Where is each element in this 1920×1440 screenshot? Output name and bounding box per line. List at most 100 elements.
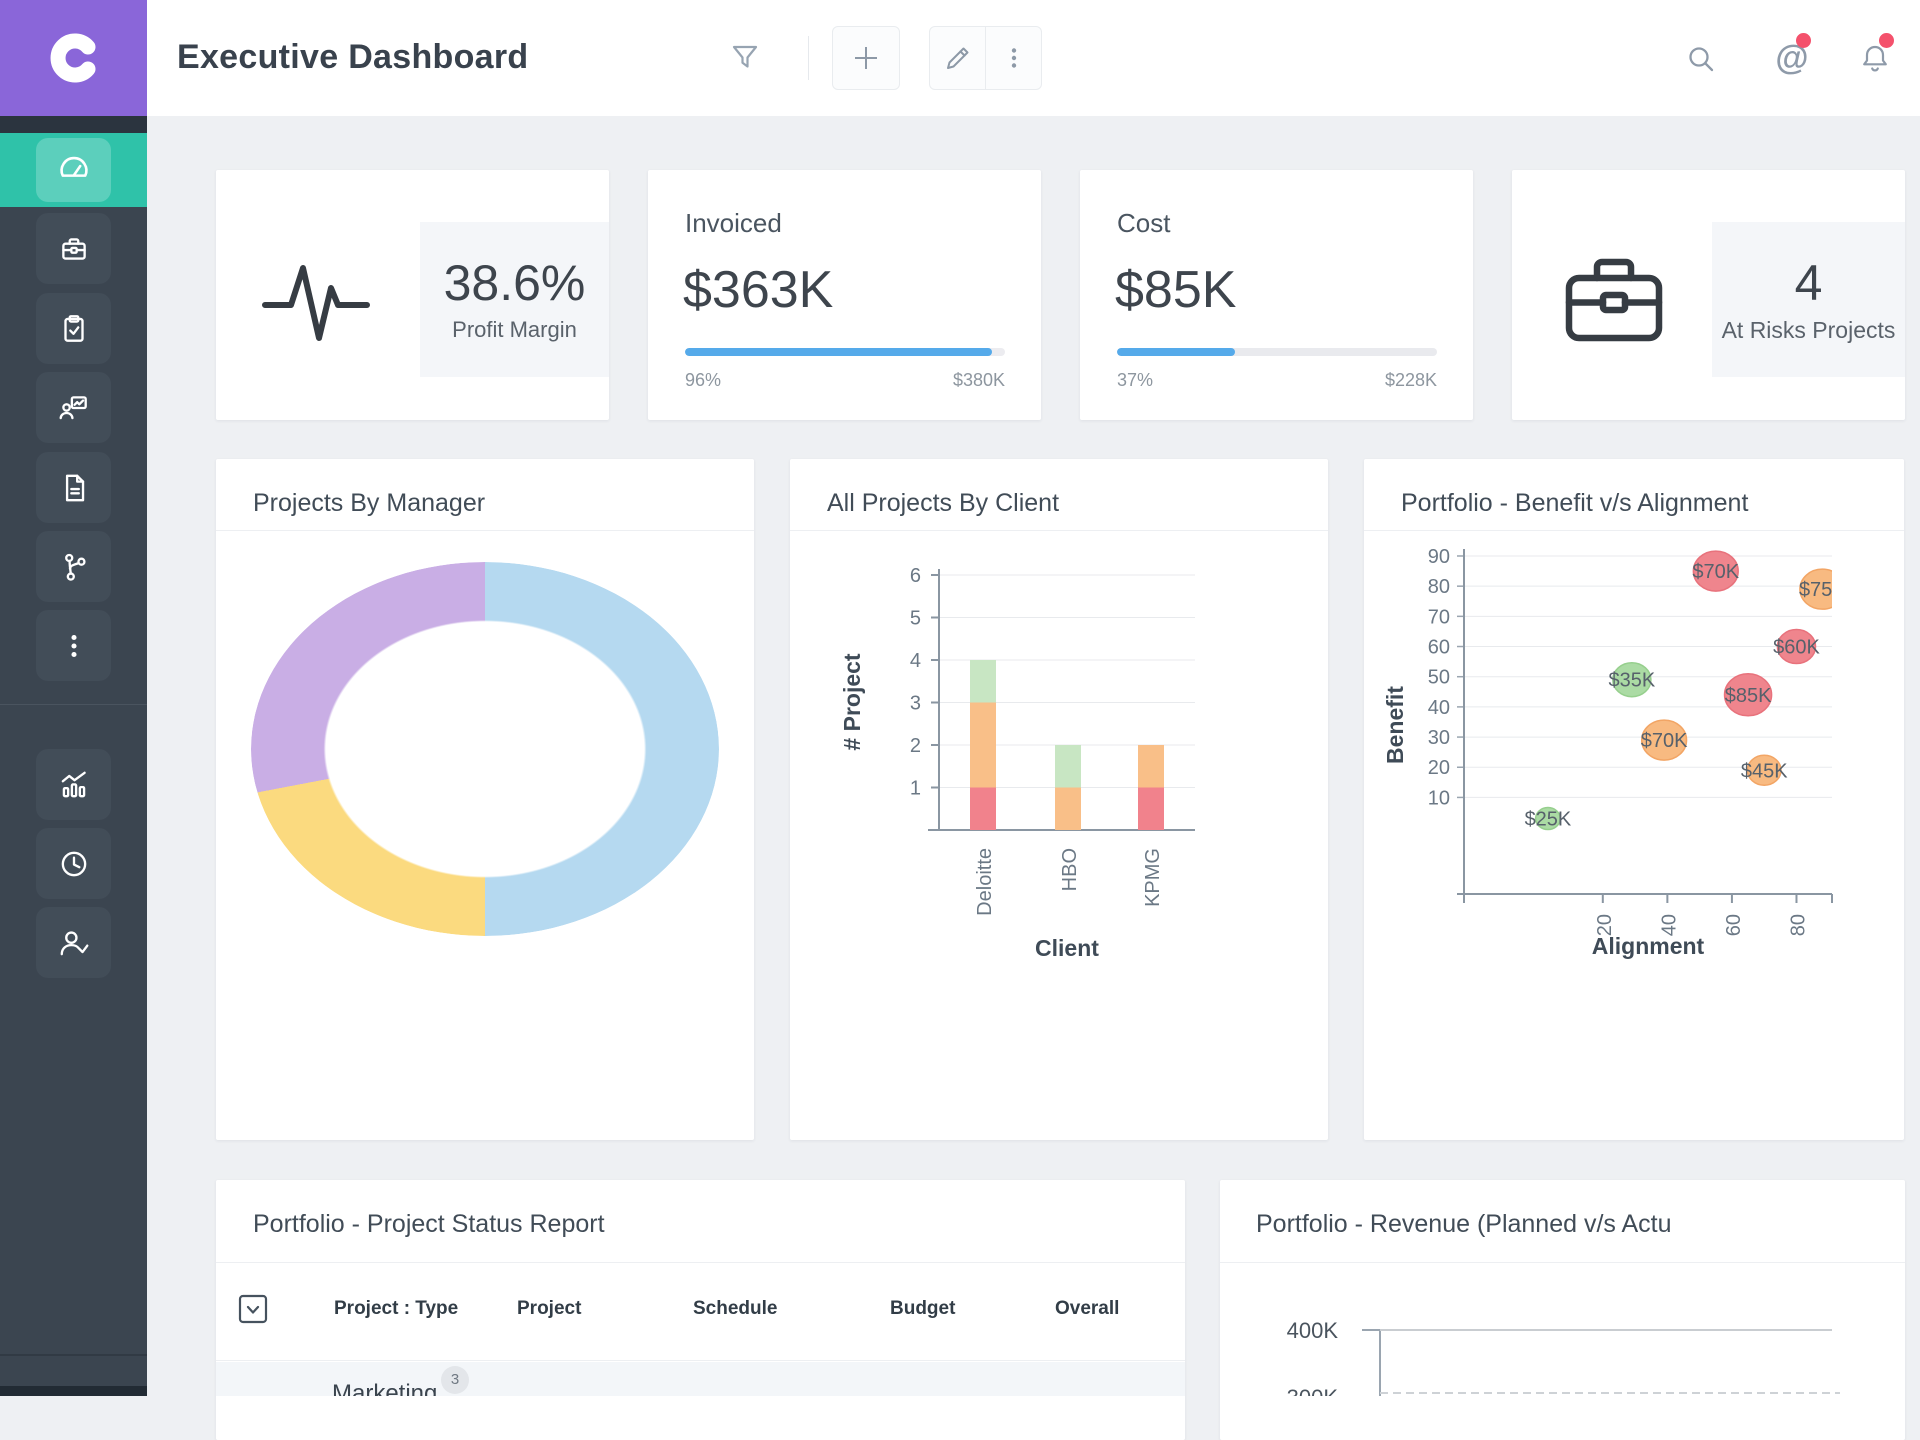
svg-text:20: 20 (1594, 914, 1616, 936)
pencil-icon (946, 47, 968, 69)
sidebar-item-workflow[interactable] (36, 531, 111, 602)
group-row-marketing[interactable]: Marketing 3 (216, 1362, 1185, 1396)
svg-text:$60K: $60K (1773, 637, 1820, 659)
column-project-type[interactable]: Project : Type (334, 1298, 459, 1319)
svg-text:40: 40 (1658, 914, 1680, 936)
svg-text:3: 3 (910, 693, 921, 715)
svg-text:80: 80 (1428, 576, 1450, 598)
svg-text:40: 40 (1428, 697, 1450, 719)
svg-text:70: 70 (1428, 606, 1450, 628)
kpi-card-profit-margin: 38.6% Profit Margin (216, 170, 609, 420)
column-budget[interactable]: Budget (890, 1298, 956, 1319)
column-overall[interactable]: Overall (1055, 1298, 1120, 1319)
invoiced-value: $363K (683, 261, 834, 319)
notifications-badge (1879, 33, 1894, 48)
svg-text:90: 90 (1428, 546, 1450, 568)
briefcase-icon (1565, 258, 1663, 342)
chart-trend-icon (61, 771, 86, 797)
mentions-badge (1796, 33, 1811, 48)
cost-progress-track (1117, 348, 1437, 356)
svg-text:300K: 300K (1287, 1385, 1339, 1396)
collapse-all-control[interactable] (238, 1294, 268, 1324)
svg-text:Benefit: Benefit (1382, 686, 1408, 764)
svg-text:20: 20 (1428, 757, 1450, 779)
more-options-button[interactable] (985, 27, 1041, 89)
notifications-button[interactable] (1859, 42, 1891, 74)
clock-icon (61, 851, 86, 876)
briefcase-icon (61, 237, 86, 260)
sidebar-item-dashboard[interactable] (0, 133, 147, 207)
invoiced-progress-track (685, 348, 1005, 356)
svg-text:$70K: $70K (1692, 561, 1739, 583)
add-widget-button[interactable] (832, 26, 900, 90)
svg-text:50: 50 (1428, 667, 1450, 689)
at-risk-panel: 4 At Risks Projects (1712, 222, 1905, 377)
profit-margin-value: 38.6% (443, 255, 586, 311)
svg-text:400K: 400K (1287, 1318, 1339, 1343)
filter-icon (732, 45, 758, 68)
header: Executive Dashboard @ (147, 0, 1920, 116)
bubble-chart: 10 20 30 40 50 60 70 80 90 20 40 60 80 $70K $75K $60K $3… (1382, 546, 1833, 959)
person-presentation-icon (59, 395, 87, 419)
sidebar-item-documents[interactable] (36, 452, 111, 523)
column-schedule[interactable]: Schedule (693, 1298, 778, 1319)
sidebar-seam (0, 1354, 147, 1356)
profit-margin-label: Profit Margin (452, 317, 577, 342)
filter-button[interactable] (729, 42, 761, 74)
sidebar-top-strip (0, 116, 147, 133)
svg-text:30: 30 (1428, 727, 1450, 749)
brand-c-icon (50, 33, 95, 83)
svg-text:2: 2 (910, 735, 921, 757)
sidebar-item-approvals[interactable] (36, 907, 111, 978)
person-check-icon (60, 930, 88, 955)
search-button[interactable] (1685, 43, 1717, 75)
profit-margin-panel: 38.6% Profit Margin (420, 222, 609, 377)
sidebar-item-resources[interactable] (36, 372, 111, 443)
column-project[interactable]: Project (517, 1298, 582, 1319)
chart-card-projects-by-manager: Projects By Manager (216, 459, 754, 1140)
page-title: Executive Dashboard (177, 38, 529, 76)
svg-text:Alignment: Alignment (1592, 933, 1705, 959)
header-divider (808, 36, 809, 80)
svg-text:60: 60 (1428, 637, 1450, 659)
search-icon (1689, 47, 1714, 72)
cost-percent: 37% (1117, 370, 1154, 390)
sidebar-bottom-strip (0, 1386, 147, 1396)
sidebar-item-time[interactable] (36, 828, 111, 899)
chart-title: All Projects By Client (827, 489, 1060, 517)
revenue-card: Portfolio - Revenue (Planned v/s Actu 40… (1220, 1180, 1905, 1440)
kpi-card-cost: Cost $85K 37% $228K (1080, 170, 1473, 420)
sidebar-item-tasks[interactable] (36, 293, 111, 364)
svg-text:$45K: $45K (1741, 760, 1788, 782)
revenue-title: Portfolio - Revenue (Planned v/s Actu (1256, 1210, 1672, 1238)
svg-text:5: 5 (910, 608, 921, 630)
sidebar-divider (0, 704, 147, 705)
invoiced-percent: 96% (685, 370, 722, 390)
invoiced-title: Invoiced (685, 208, 782, 238)
sidebar-item-projects[interactable] (36, 213, 111, 284)
kebab-menu-icon (1011, 48, 1016, 68)
svg-text:HBO: HBO (1059, 848, 1081, 891)
app-logo[interactable] (0, 0, 147, 116)
sidebar-item-reports[interactable] (36, 749, 111, 820)
sidebar-item-more[interactable] (36, 610, 111, 681)
edit-menu-group (929, 26, 1042, 90)
edit-button[interactable] (930, 27, 985, 89)
kpi-card-invoiced: Invoiced $363K 96% $380K (648, 170, 1041, 420)
stacked-bar-chart: 1 2 3 4 5 6 Deloitte HBO KPMG # Project Client (839, 565, 1195, 961)
svg-text:80: 80 (1787, 914, 1809, 936)
plus-icon (855, 47, 877, 69)
revenue-chart: 400K 300K (1287, 1318, 1840, 1396)
svg-text:4: 4 (910, 650, 921, 672)
sidebar (0, 0, 147, 1396)
chart-card-benefit-alignment: Portfolio - Benefit v/s Alignment 10 20 30… (1364, 459, 1904, 1140)
status-report-title: Portfolio - Project Status Report (253, 1210, 605, 1238)
pulse-icon (262, 265, 370, 341)
svg-text:6: 6 (910, 565, 921, 587)
checkbox-chevron-icon (238, 1294, 268, 1324)
svg-text:KPMG: KPMG (1142, 848, 1164, 907)
invoiced-progress-fill (685, 348, 993, 356)
svg-text:1: 1 (910, 778, 921, 800)
cost-value: $85K (1115, 261, 1237, 319)
svg-text:$70K: $70K (1641, 730, 1688, 752)
